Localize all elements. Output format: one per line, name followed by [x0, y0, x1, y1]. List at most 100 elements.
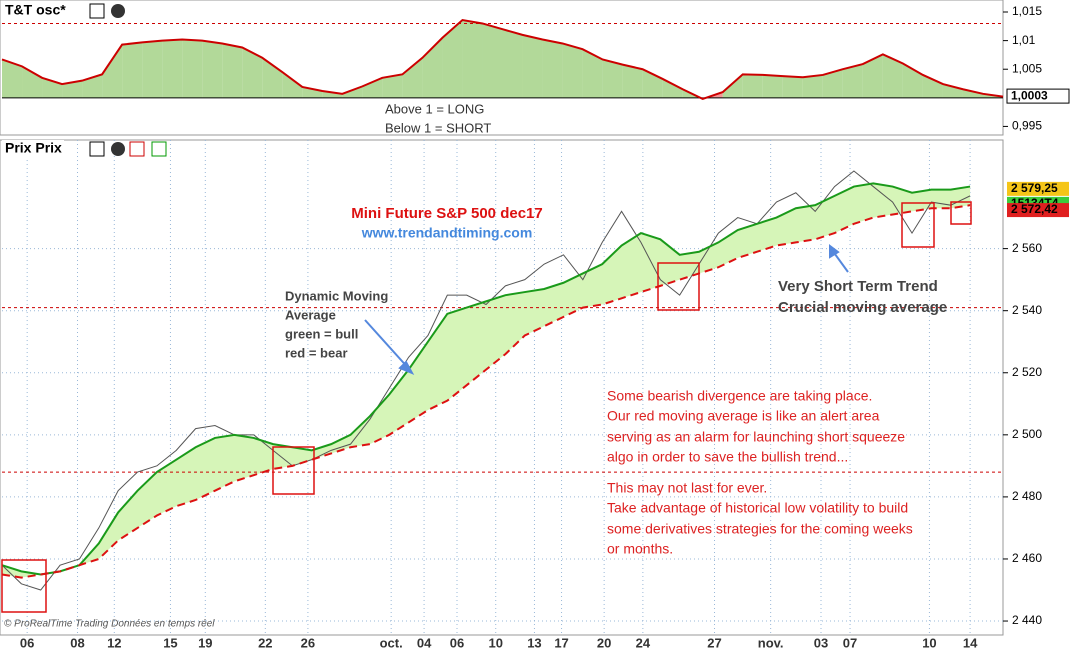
osc-area: [802, 74, 823, 98]
x-tick-label: 06: [450, 635, 464, 650]
x-tick-label: 04: [417, 635, 432, 650]
osc-area: [542, 39, 563, 98]
osc-area: [382, 74, 403, 98]
x-tick-label: 10: [488, 635, 502, 650]
y-tick-label: 2 520: [1012, 365, 1042, 379]
osc-area: [562, 43, 583, 98]
x-tick-label: 26: [301, 635, 315, 650]
price-layer: 2 440 2 460 2 480 2 500 2 520 2 540 2 560 06 08 1…: [1, 140, 1069, 650]
osc-area: [722, 74, 743, 98]
price-header-bg: [2, 140, 64, 158]
osc-area: [442, 20, 463, 98]
annotation: Our red moving average is like an alert …: [607, 408, 880, 424]
osc-title: T&T osc*: [5, 2, 66, 18]
footer: © ProRealTime Trading Données en temps r…: [4, 619, 215, 630]
osc-area: [2, 59, 23, 98]
annotation: Dynamic Moving: [285, 288, 388, 303]
annotation: or months.: [607, 541, 673, 557]
annotation: Above 1 = LONG: [385, 101, 484, 116]
series-line: [1, 204, 971, 579]
x-tick-label: 08: [70, 635, 84, 650]
value-label-bg: [1007, 203, 1069, 218]
y-tick-label: 1,015: [1012, 4, 1042, 18]
x-tick-label: 12: [107, 635, 121, 650]
y-tick-label: 2 540: [1012, 303, 1042, 317]
osc-area: [502, 29, 523, 98]
osc-area: [462, 20, 483, 98]
x-tick-label: 20: [597, 635, 611, 650]
osc-area: [122, 42, 143, 98]
annotation: This may not last for ever.: [607, 480, 767, 496]
series-line: [1, 182, 971, 576]
osc-area: [282, 72, 303, 98]
osc-area: [522, 34, 543, 98]
osc-area: [242, 47, 263, 98]
osc-area: [142, 40, 163, 98]
x-tick-label: 13: [527, 635, 541, 650]
osc-area: [742, 74, 763, 98]
window-icon[interactable]: [89, 3, 105, 19]
highlight-boxes: [1, 201, 972, 613]
annotation: red = bear: [285, 345, 348, 360]
osc-area: [862, 54, 883, 98]
osc-area: [362, 77, 383, 98]
osc-area: [162, 39, 183, 98]
annotation: serving as an alarm for launching short …: [607, 429, 905, 445]
down-icon[interactable]: [129, 141, 145, 157]
x-tick-label: oct.: [380, 635, 403, 650]
y-tick-label: 1,01: [1012, 33, 1036, 47]
series-line: [1, 170, 971, 591]
annotation: some derivatives strategies for the comi…: [607, 521, 913, 537]
arrows: [364, 244, 849, 376]
osc-area: [762, 74, 783, 98]
annotation: Some bearish divergence are taking place…: [607, 388, 872, 404]
osc-area: [622, 64, 643, 98]
x-tick-label: 24: [636, 635, 651, 650]
y-tick-label: 2 500: [1012, 427, 1042, 441]
close-icon[interactable]: [111, 4, 125, 18]
y-tick-label: 2 480: [1012, 489, 1042, 503]
value-label-bg: [1006, 88, 1070, 104]
value-label: 2 572,42: [1011, 202, 1058, 216]
osc-area: [922, 74, 943, 98]
y-tick-label: 2 560: [1012, 241, 1042, 255]
osc-area: [482, 23, 503, 98]
x-tick-label: 10: [922, 635, 936, 650]
close-icon[interactable]: [111, 142, 125, 156]
osc-area: [882, 54, 903, 98]
x-tick-label: 07: [843, 635, 857, 650]
osc-area: [302, 86, 323, 98]
x-tick-label: nov.: [758, 635, 784, 650]
osc-area: [662, 78, 683, 98]
x-tick-label: 06: [20, 635, 34, 650]
osc-area: [782, 76, 803, 98]
price-title: Prix Prix: [5, 140, 62, 156]
osc-area: [602, 59, 623, 98]
value-label: 2 579,25: [1011, 181, 1058, 195]
subtitle: www.trendandtiming.com: [361, 225, 533, 241]
osc-area: [402, 57, 423, 98]
x-tick-label: 17: [554, 635, 568, 650]
osc-header-bg: [2, 2, 62, 20]
annotation: Below 1 = SHORT: [385, 120, 491, 135]
osc-area: [182, 39, 203, 98]
osc-area: [22, 66, 43, 98]
x-tick-label: 15: [163, 635, 177, 650]
series-line: [1, 18, 1004, 101]
osc-area: [822, 69, 843, 98]
annotation: Very Short Term Trend: [778, 278, 938, 295]
osc-area: [102, 44, 123, 98]
value-label: 1,0003: [1011, 88, 1048, 102]
x-tick-label: 19: [198, 635, 212, 650]
x-tick-label: 03: [814, 635, 828, 650]
osc-area: [82, 74, 103, 98]
up-icon[interactable]: [151, 141, 167, 157]
y-tick-label: 2 460: [1012, 551, 1042, 565]
x-tick-label: 22: [258, 635, 272, 650]
window-icon[interactable]: [89, 141, 105, 157]
y-tick-label: 2 440: [1012, 613, 1042, 627]
x-tick-label: 14: [963, 635, 978, 650]
osc-area: [642, 69, 663, 98]
y-tick-label: 1,005: [1012, 61, 1042, 75]
